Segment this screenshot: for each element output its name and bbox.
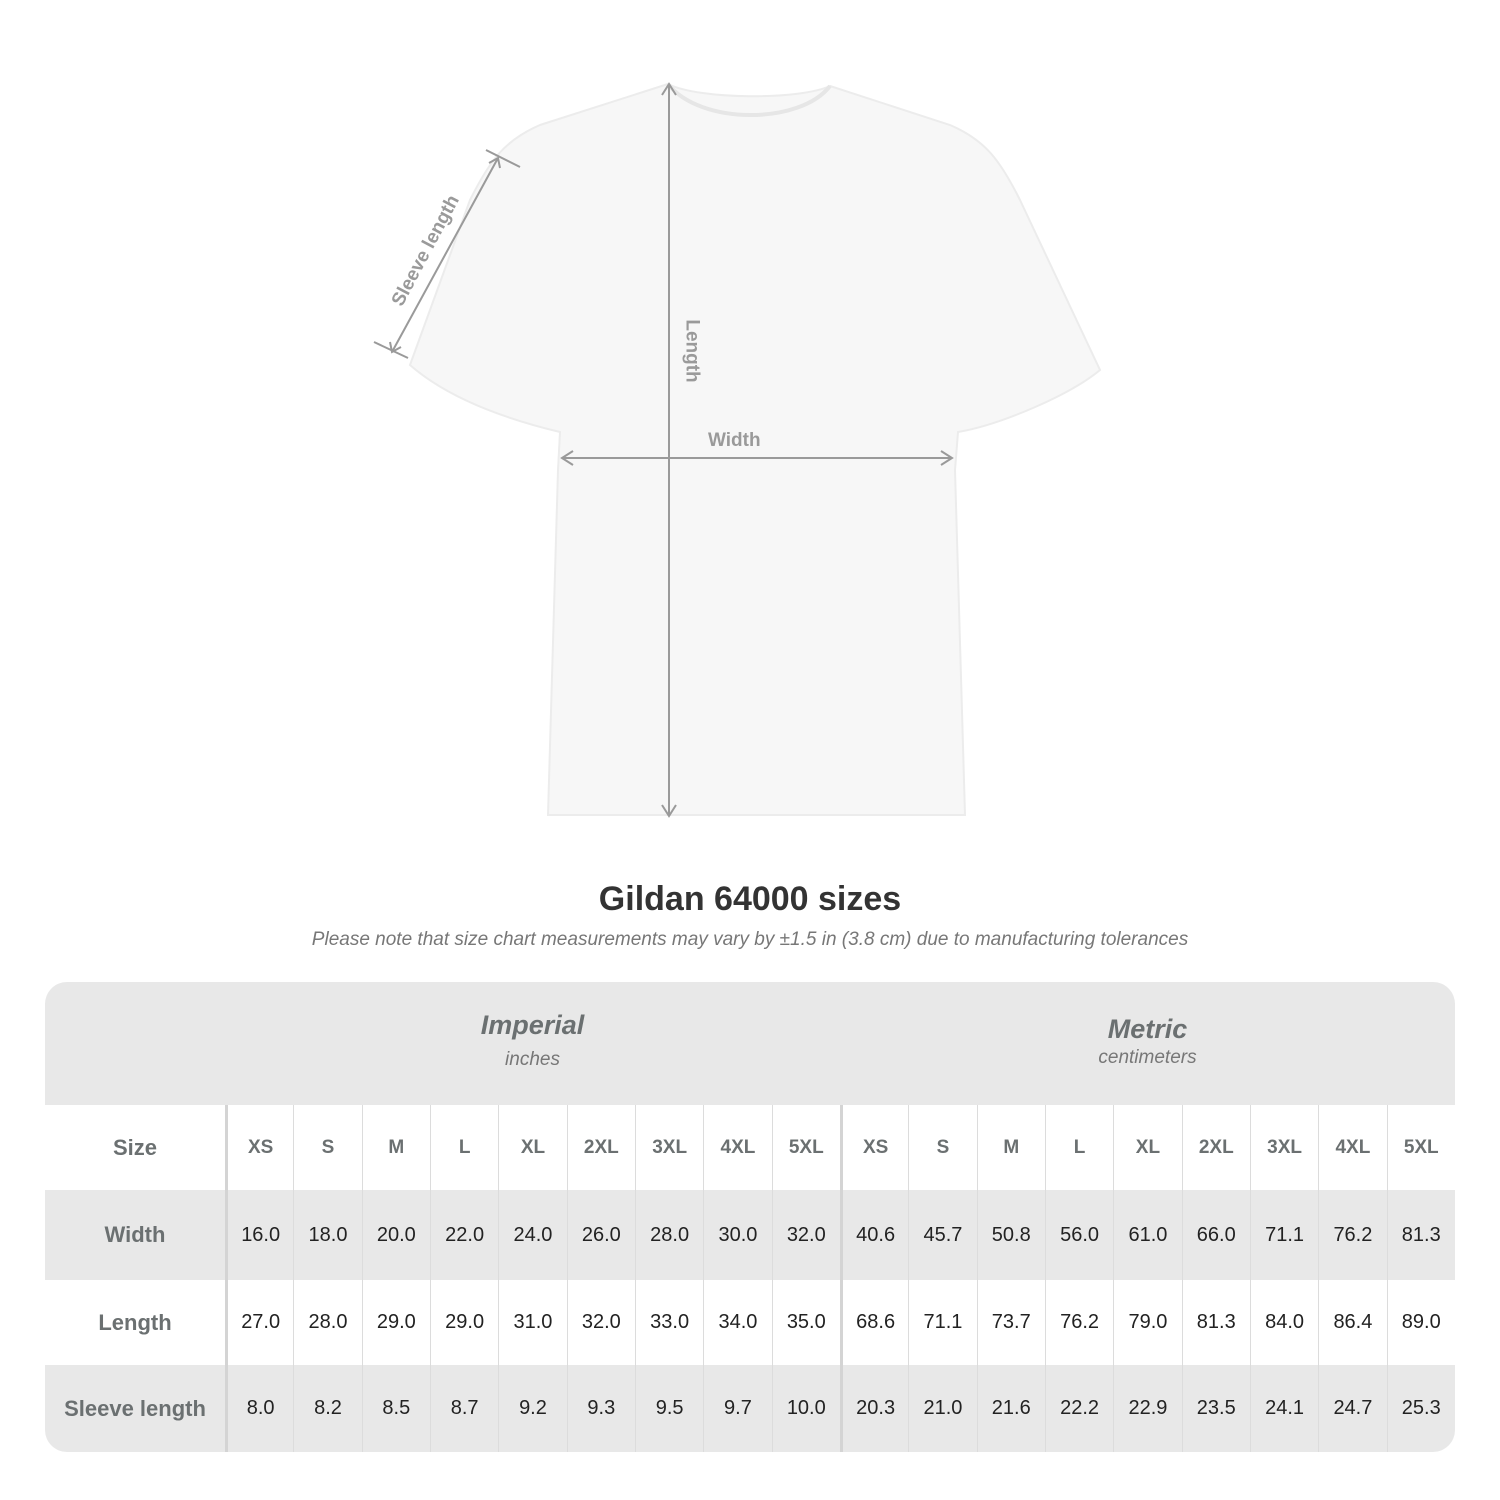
value-cell: 73.7 (976, 1280, 1045, 1365)
size-header-cell: L (1044, 1105, 1113, 1190)
value-cell: 9.3 (566, 1365, 635, 1452)
table-row: Width 16.0 18.0 20.0 22.0 24.0 26.0 28.0 30.0 32.… (45, 1190, 1455, 1280)
value-cell: 40.6 (839, 1190, 908, 1280)
value-cell: 76.2 (1044, 1280, 1113, 1365)
value-cell: 22.2 (1044, 1365, 1113, 1452)
value-cell: 61.0 (1113, 1190, 1181, 1280)
size-header-cell: XL (498, 1105, 566, 1190)
tshirt-diagram (373, 82, 1102, 818)
value-cell: 79.0 (1113, 1280, 1181, 1365)
metric-unit: centimeters (1098, 1047, 1197, 1068)
size-header-cell: S (908, 1105, 976, 1190)
value-cell: 31.0 (498, 1280, 566, 1365)
value-cell: 32.0 (566, 1280, 635, 1365)
value-cell: 9.2 (498, 1365, 566, 1452)
imperial-unit: inches (505, 1049, 560, 1070)
metric-title: Metric (1107, 1014, 1188, 1044)
value-cell: 9.5 (634, 1365, 703, 1452)
value-cell: 68.6 (839, 1280, 908, 1365)
size-header-cell: S (293, 1105, 361, 1190)
value-cell: 34.0 (703, 1280, 771, 1365)
table-row: Length 27.0 28.0 29.0 29.0 31.0 32.0 33.0 34.0 35… (45, 1280, 1455, 1365)
imperial-group-header: Imperial inches (225, 982, 840, 1105)
row-label: Sleeve length (64, 1395, 206, 1421)
value-cell: 66.0 (1181, 1190, 1250, 1280)
size-header-cell: 5XL (771, 1105, 840, 1190)
value-cell: 84.0 (1249, 1280, 1318, 1365)
row-label: Width (104, 1222, 166, 1247)
size-header-row: Size XS S M L XL 2XL 3XL 4XL 5XL XS S M L XL 2XL 3XL 4XL 5… (45, 1105, 1455, 1190)
size-header-cell: M (361, 1105, 430, 1190)
size-header-cell: 4XL (1318, 1105, 1386, 1190)
width-label: Width (708, 430, 761, 451)
value-cell: 24.0 (498, 1190, 566, 1280)
measure-arrows (373, 82, 954, 818)
value-cell: 26.0 (566, 1190, 635, 1280)
size-header-cell: L (429, 1105, 498, 1190)
size-header-cell: XL (1113, 1105, 1181, 1190)
value-cell: 22.0 (429, 1190, 498, 1280)
value-cell: 28.0 (293, 1280, 361, 1365)
value-cell: 25.3 (1386, 1365, 1455, 1452)
value-cell: 35.0 (771, 1280, 840, 1365)
value-cell: 89.0 (1386, 1280, 1455, 1365)
tshirt-image (408, 82, 1102, 816)
value-cell: 8.7 (429, 1365, 498, 1452)
value-cell: 23.5 (1181, 1365, 1250, 1452)
value-cell: 24.7 (1318, 1365, 1386, 1452)
size-header-cell: 4XL (703, 1105, 771, 1190)
size-header-cell: 3XL (634, 1105, 703, 1190)
value-cell: 29.0 (361, 1280, 430, 1365)
value-cell: 20.0 (361, 1190, 430, 1280)
value-cell: 21.0 (908, 1365, 976, 1452)
size-header-cell: 3XL (1249, 1105, 1318, 1190)
value-cell: 50.8 (976, 1190, 1045, 1280)
tolerance-note: Please note that size chart measurements… (311, 929, 1189, 950)
value-cell: 8.2 (293, 1365, 361, 1452)
size-table: Imperial inches Metric centimeters Size X… (45, 982, 1455, 1452)
row-label: Size (112, 1134, 158, 1160)
row-label: Length (98, 1309, 172, 1335)
value-cell: 81.3 (1386, 1190, 1455, 1280)
page-title: Gildan 64000 sizes (598, 880, 902, 918)
value-cell: 24.1 (1249, 1365, 1318, 1452)
table-row: Sleeve length 8.0 8.2 8.5 8.7 9.2 9.3 9.5 9.7 10.… (45, 1365, 1455, 1452)
length-label: Length (681, 319, 703, 383)
size-header-cell: M (976, 1105, 1045, 1190)
value-cell: 29.0 (429, 1280, 498, 1365)
size-header-cell: XS (225, 1105, 293, 1190)
value-cell: 27.0 (225, 1280, 293, 1365)
size-header-cell: 2XL (1181, 1105, 1250, 1190)
value-cell: 9.7 (703, 1365, 771, 1452)
value-cell: 30.0 (703, 1190, 771, 1280)
value-cell: 16.0 (225, 1190, 293, 1280)
value-cell: 33.0 (634, 1280, 703, 1365)
value-cell: 56.0 (1044, 1190, 1113, 1280)
value-cell: 18.0 (293, 1190, 361, 1280)
value-cell: 28.0 (634, 1190, 703, 1280)
sleeve-arrow (391, 157, 499, 353)
value-cell: 32.0 (771, 1190, 840, 1280)
value-cell: 81.3 (1181, 1280, 1250, 1365)
value-cell: 45.7 (908, 1190, 976, 1280)
value-cell: 76.2 (1318, 1190, 1386, 1280)
metric-group-header: Metric centimeters (840, 982, 1455, 1105)
size-header-cell: 5XL (1386, 1105, 1455, 1190)
value-cell: 10.0 (771, 1365, 840, 1452)
size-header-cell: 2XL (566, 1105, 635, 1190)
value-cell: 22.9 (1113, 1365, 1181, 1452)
value-cell: 21.6 (976, 1365, 1045, 1452)
value-cell: 71.1 (1249, 1190, 1318, 1280)
imperial-title: Imperial (480, 1010, 585, 1040)
value-cell: 86.4 (1318, 1280, 1386, 1365)
value-cell: 8.5 (361, 1365, 430, 1452)
size-header-cell: XS (839, 1105, 908, 1190)
value-cell: 71.1 (908, 1280, 976, 1365)
value-cell: 8.0 (225, 1365, 293, 1452)
value-cell: 20.3 (839, 1365, 908, 1452)
